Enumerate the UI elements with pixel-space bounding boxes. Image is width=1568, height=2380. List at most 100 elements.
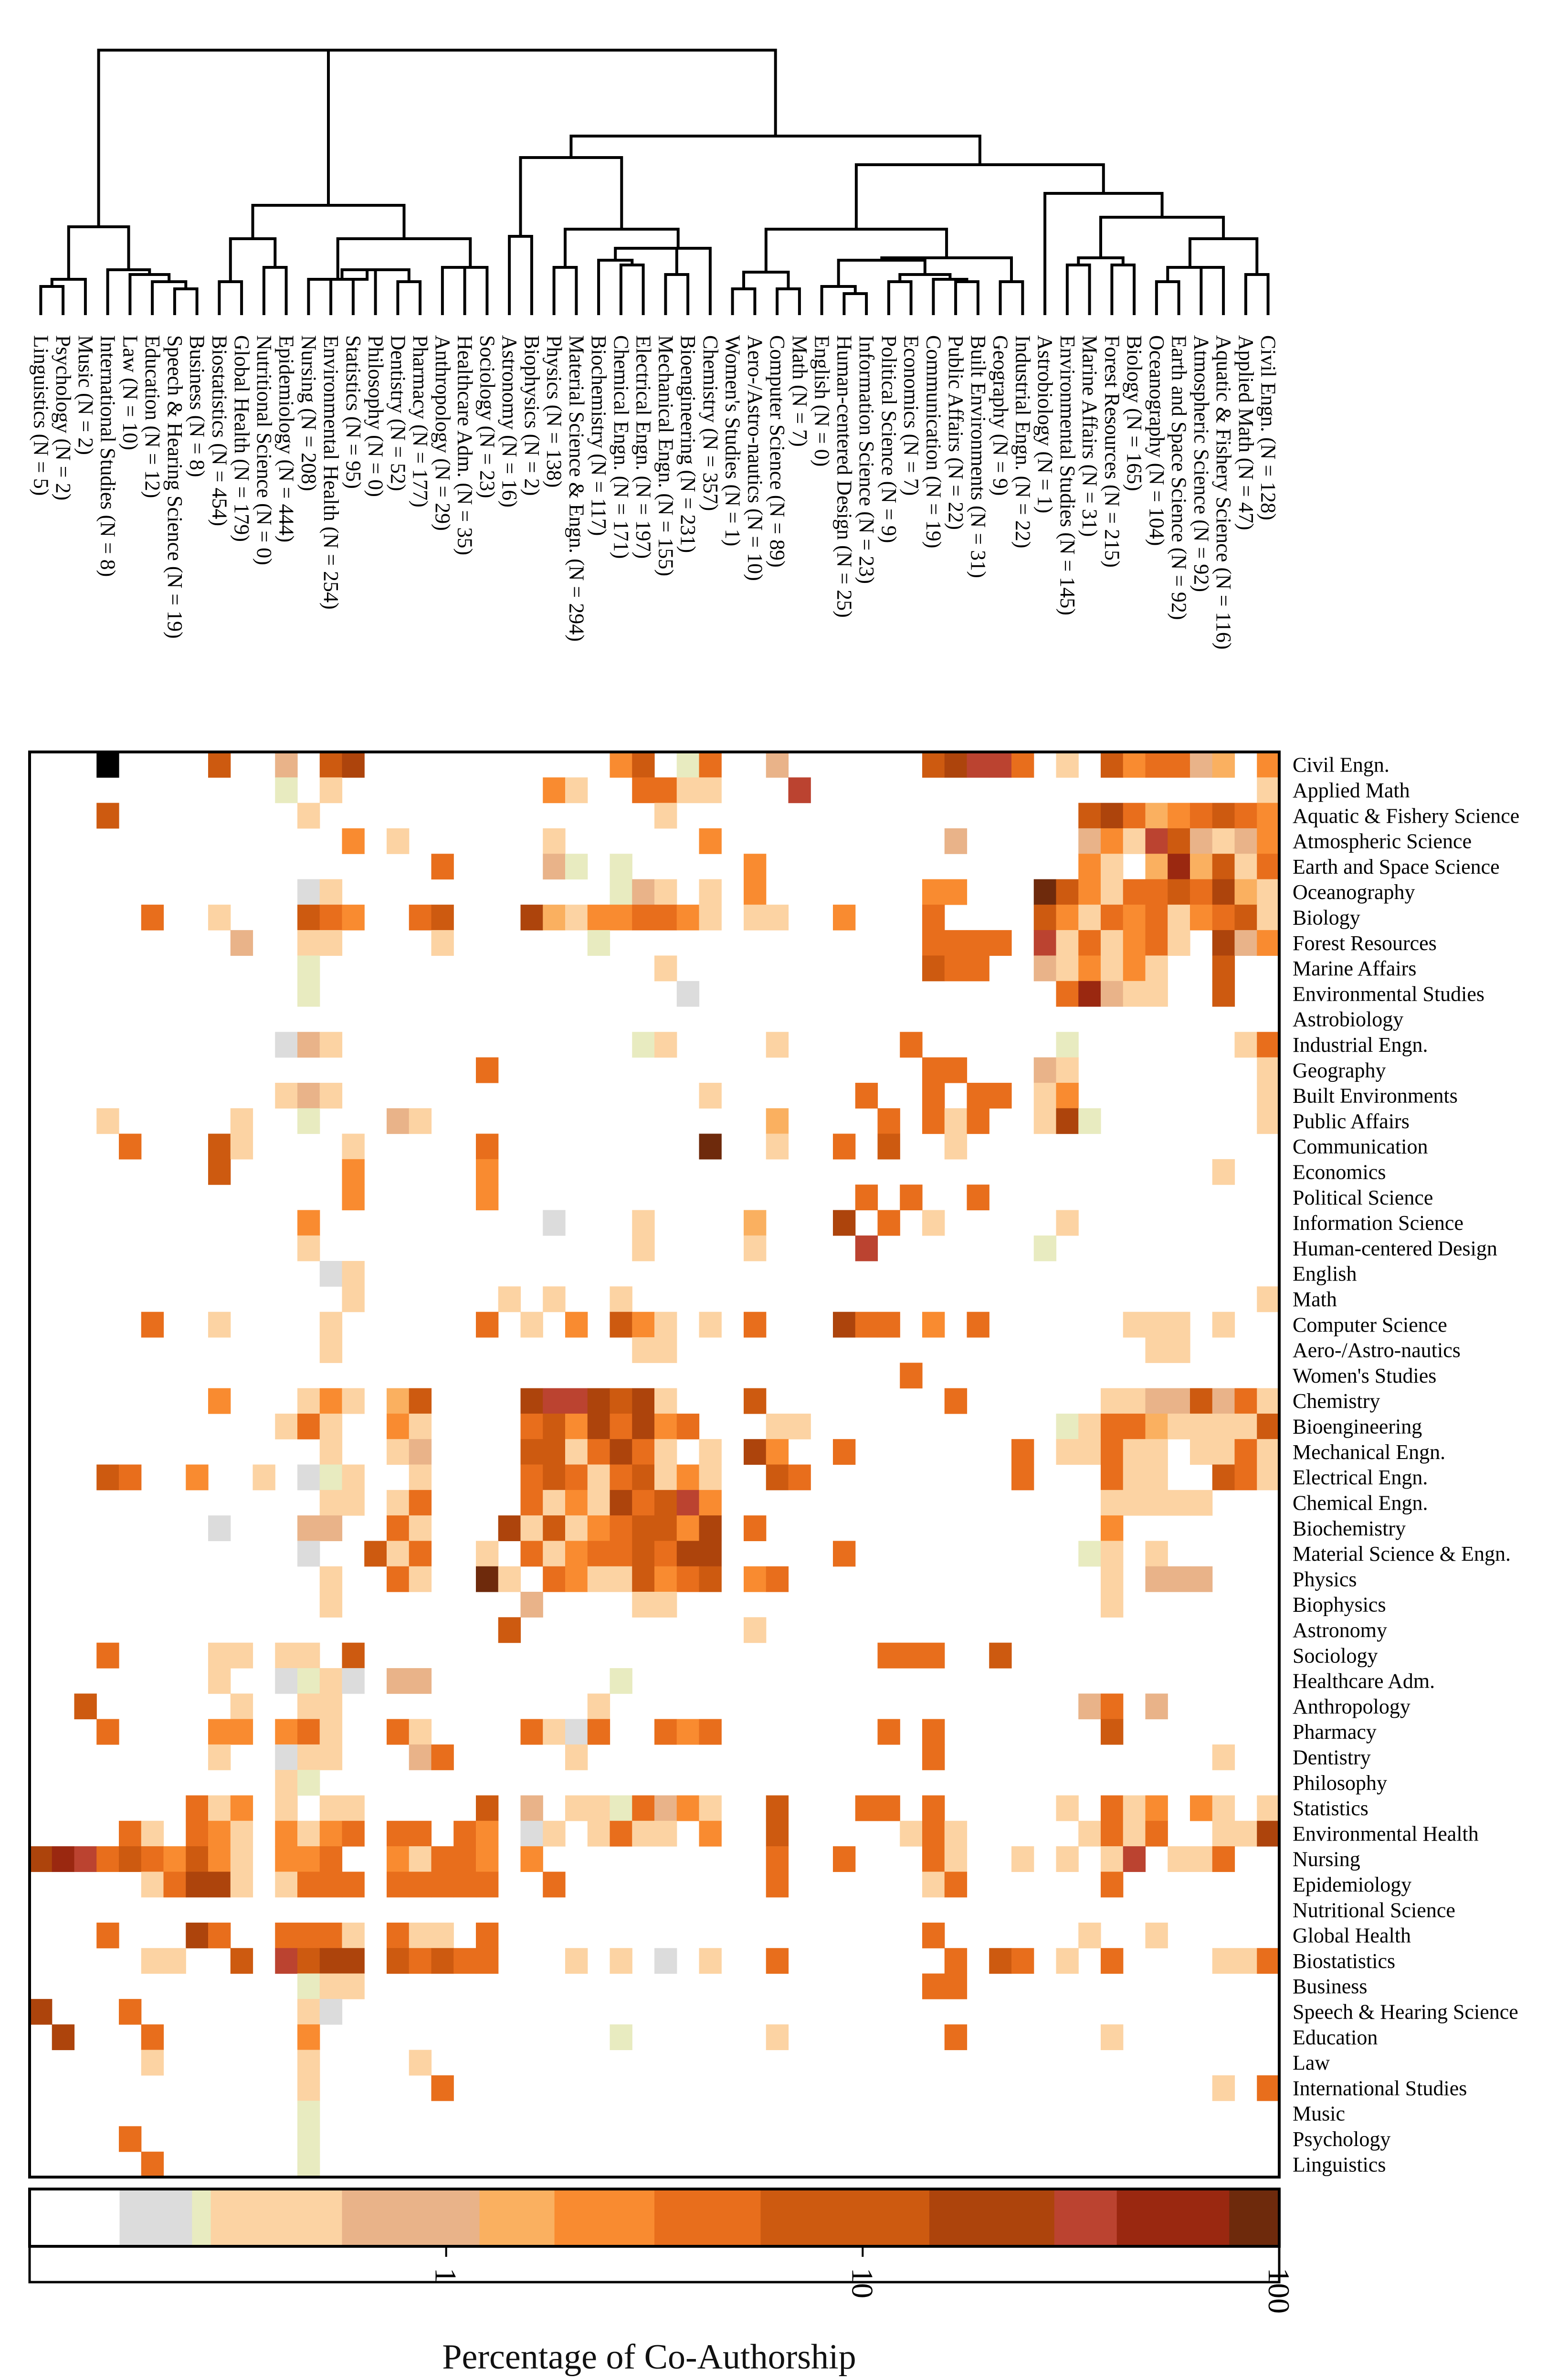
heatmap-cell — [1145, 1566, 1168, 1592]
heatmap-cell — [1078, 1541, 1101, 1567]
heatmap-cell — [1212, 1948, 1235, 1974]
heatmap-cell — [565, 1413, 588, 1439]
colorbar-band — [1229, 2189, 1280, 2246]
heatmap-cell — [342, 1286, 365, 1312]
row-label: Law — [1293, 2051, 1330, 2074]
heatmap-cell — [565, 1388, 588, 1414]
heatmap-cell — [1168, 879, 1190, 905]
heatmap-frame — [28, 751, 1281, 2179]
heatmap-cell — [676, 1413, 700, 1439]
heatmap-cell — [119, 1999, 142, 2025]
heatmap-cell — [967, 1082, 989, 1109]
heatmap-cell — [275, 1642, 298, 1669]
heatmap-cell — [319, 1846, 343, 1872]
heatmap-cell — [1145, 1922, 1168, 1948]
heatmap-cell — [230, 1872, 253, 1898]
heatmap-cell — [230, 1693, 253, 1720]
heatmap-cell — [319, 879, 343, 905]
heatmap-cell — [1011, 1439, 1034, 1465]
heatmap-cell — [275, 1082, 298, 1109]
heatmap-cell — [275, 1948, 298, 1974]
heatmap-cell — [1101, 1795, 1124, 1821]
heatmap-cell — [208, 1388, 231, 1414]
heatmap-cell — [654, 955, 677, 982]
heatmap-cell — [654, 1541, 677, 1567]
heatmap-cell — [944, 879, 968, 905]
heatmap-cell — [208, 1820, 231, 1847]
heatmap-cell — [476, 1566, 499, 1592]
heatmap-cell — [1145, 1439, 1168, 1465]
heatmap-cell — [766, 1566, 789, 1592]
column-label: Economics (N = 7) — [900, 335, 923, 496]
row-label: Physics — [1293, 1567, 1357, 1591]
heatmap-cell — [431, 854, 454, 880]
heatmap-cell — [1234, 1413, 1257, 1439]
heatmap-cell — [922, 955, 945, 982]
heatmap-cell — [676, 1464, 700, 1491]
row-label: Information Science — [1293, 1211, 1463, 1235]
heatmap-cell — [610, 1668, 632, 1694]
heatmap-cell — [565, 1744, 588, 1770]
heatmap-cell — [610, 1820, 632, 1847]
heatmap-cell — [1257, 1057, 1280, 1083]
heatmap-cell — [654, 1490, 677, 1516]
heatmap-cell — [476, 1159, 499, 1185]
heatmap-cell — [253, 1464, 275, 1491]
heatmap-cell — [788, 1413, 811, 1439]
heatmap-cell — [1257, 1082, 1280, 1109]
heatmap-cell — [208, 1159, 231, 1185]
heatmap-cell — [654, 1719, 677, 1745]
heatmap-cell — [610, 1515, 632, 1542]
heatmap-cell — [877, 1210, 900, 1236]
heatmap-cell — [1123, 1413, 1146, 1439]
heatmap-cell — [1234, 828, 1257, 854]
row-label: Oceanography — [1293, 880, 1415, 904]
column-label: Bioengineering (N = 231) — [676, 335, 700, 553]
heatmap-cell — [676, 777, 700, 804]
heatmap-cell — [319, 1592, 343, 1618]
heatmap-cell — [766, 1032, 789, 1058]
heatmap-cell — [1145, 879, 1168, 905]
heatmap-cell — [297, 1922, 320, 1948]
heatmap-cell — [1168, 1413, 1190, 1439]
heatmap-cell — [632, 1032, 655, 1058]
heatmap-cell — [587, 1693, 610, 1720]
heatmap-cell — [967, 955, 989, 982]
heatmap-cell — [654, 1032, 677, 1058]
heatmap-cell — [944, 1973, 968, 1999]
row-label: Linguistics — [1293, 2153, 1386, 2176]
heatmap-cell — [1078, 955, 1101, 982]
heatmap-cell — [275, 1922, 298, 1948]
heatmap-cell — [342, 1872, 365, 1898]
heatmap-cell — [1033, 1057, 1057, 1083]
heatmap-cell — [744, 1388, 767, 1414]
heatmap-cell — [387, 1846, 410, 1872]
heatmap-cell — [833, 1210, 856, 1236]
heatmap-cell — [1257, 1820, 1280, 1847]
heatmap-cell — [1190, 828, 1213, 854]
heatmap-cell — [1234, 1948, 1257, 1974]
heatmap-cell — [1101, 1515, 1124, 1542]
heatmap-cell — [654, 1948, 677, 1974]
heatmap-cell — [1011, 752, 1034, 778]
heatmap-cell — [944, 828, 968, 854]
heatmap-cell — [208, 1846, 231, 1872]
heatmap-cell — [1212, 1312, 1235, 1338]
heatmap-cell — [654, 803, 677, 829]
heatmap-cell — [766, 904, 789, 931]
heatmap-cell — [342, 1185, 365, 1211]
heatmap-cell — [297, 1693, 320, 1720]
heatmap-cell — [565, 1566, 588, 1592]
heatmap-cell — [1033, 904, 1057, 931]
heatmap-cell — [208, 1795, 231, 1821]
heatmap-cell — [632, 1795, 655, 1821]
heatmap-cell — [699, 1566, 722, 1592]
heatmap-cell — [1190, 803, 1213, 829]
heatmap-cell — [297, 904, 320, 931]
heatmap-cell — [855, 1082, 878, 1109]
heatmap-cell — [520, 1820, 543, 1847]
heatmap-cell — [1056, 1795, 1079, 1821]
colorbar-band — [119, 2189, 193, 2246]
